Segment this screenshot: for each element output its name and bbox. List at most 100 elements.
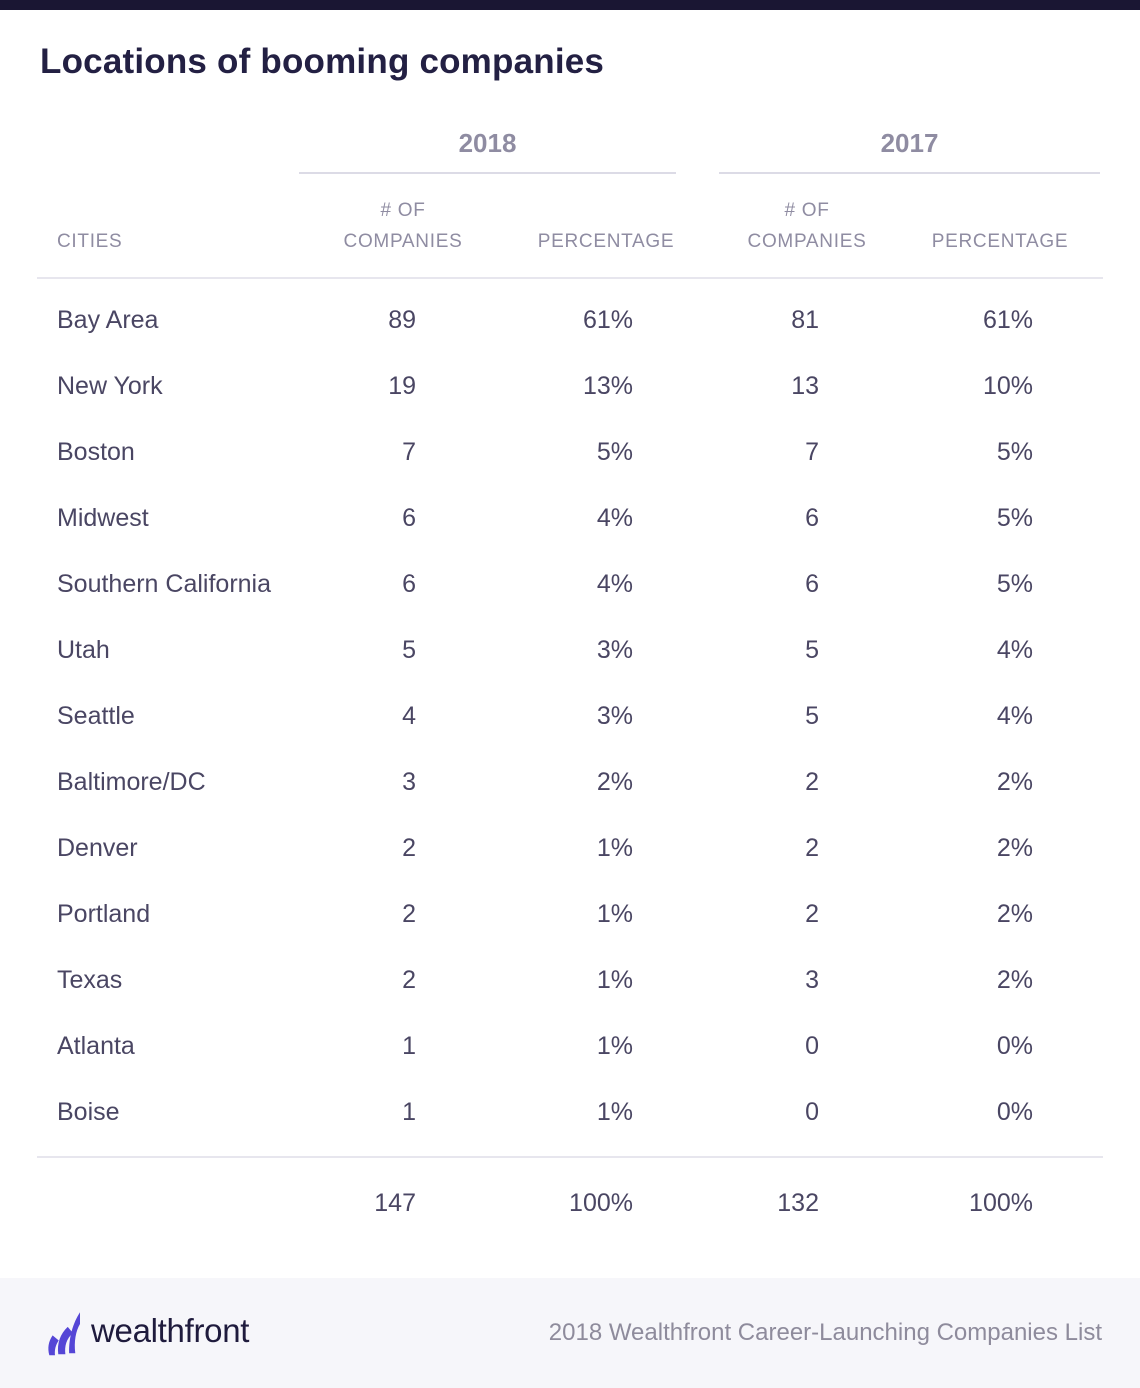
page-title: Locations of booming companies	[40, 42, 605, 81]
table-row: Boise 1 1% 0 0%	[38, 1079, 1140, 1145]
wealthfront-wordmark: wealthfront	[91, 1312, 250, 1349]
pct-2018-cell: 61%	[582, 305, 633, 334]
year-label-2018: 2018	[458, 128, 517, 158]
column-header-line2: COMPANIES	[343, 231, 463, 252]
pct-2018-cell: 13%	[582, 371, 633, 400]
count-2018-cell: 4	[402, 701, 416, 730]
pct-2018-cell: 1%	[596, 899, 633, 928]
header-separator-line	[37, 277, 1103, 279]
count-2017-cell: 6	[805, 569, 819, 598]
pct-2017-cell: 4%	[996, 635, 1033, 664]
wealthfront-logo: wealthfront	[46, 1310, 249, 1356]
count-2017-cell: 3	[805, 965, 819, 994]
column-header-2017-companies: # OF COMPANIES	[697, 195, 917, 257]
count-2018-cell: 5	[402, 635, 416, 664]
pct-2017-cell: 4%	[996, 701, 1033, 730]
total-pct-2018: 100%	[569, 1188, 633, 1217]
year-label-2017: 2017	[880, 128, 939, 158]
count-2018-cell: 1	[402, 1031, 416, 1060]
pct-2017-cell: 61%	[982, 305, 1033, 334]
column-header-2018-companies: # OF COMPANIES	[293, 195, 513, 257]
pct-2018-cell: 4%	[596, 503, 633, 532]
year-group-2017: 2017	[719, 127, 1100, 174]
total-pct-2017: 100%	[969, 1188, 1033, 1217]
pct-2017-cell: 2%	[996, 833, 1033, 862]
count-2017-cell: 2	[805, 833, 819, 862]
pct-2018-cell: 3%	[596, 701, 633, 730]
pct-2018-cell: 5%	[596, 437, 633, 466]
pct-2018-cell: 3%	[596, 635, 633, 664]
pct-2017-cell: 0%	[996, 1031, 1033, 1060]
pct-2018-cell: 4%	[596, 569, 633, 598]
pct-2017-cell: 0%	[996, 1097, 1033, 1126]
count-2018-cell: 89	[388, 305, 416, 334]
count-2018-cell: 2	[402, 833, 416, 862]
count-2017-cell: 13	[791, 371, 819, 400]
table-body: Bay Area 89 61% 81 61% New York 19 13% 1…	[0, 287, 1140, 1145]
count-2018-cell: 6	[402, 569, 416, 598]
count-2017-cell: 2	[805, 899, 819, 928]
pct-2017-cell: 2%	[996, 767, 1033, 796]
pct-2018-cell: 1%	[596, 1097, 633, 1126]
count-2017-cell: 6	[805, 503, 819, 532]
city-cell: Denver	[57, 833, 138, 862]
pct-2017-cell: 2%	[996, 899, 1033, 928]
table-row: Portland 2 1% 2 2%	[38, 881, 1140, 947]
table-row: Midwest 6 4% 6 5%	[38, 485, 1140, 551]
city-cell: Baltimore/DC	[57, 767, 206, 796]
count-2017-cell: 5	[805, 701, 819, 730]
count-2018-cell: 19	[388, 371, 416, 400]
city-cell: Boise	[57, 1097, 120, 1126]
count-2018-cell: 6	[402, 503, 416, 532]
count-2017-cell: 5	[805, 635, 819, 664]
column-header-line1: # OF	[380, 200, 426, 221]
footer: wealthfront 2018 Wealthfront Career-Laun…	[0, 1278, 1140, 1388]
count-2017-cell: 7	[805, 437, 819, 466]
table-row: Seattle 4 3% 5 4%	[38, 683, 1140, 749]
city-cell: Seattle	[57, 701, 135, 730]
column-header-line1: # OF	[784, 200, 830, 221]
table-row: Utah 5 3% 5 4%	[38, 617, 1140, 683]
count-2018-cell: 3	[402, 767, 416, 796]
totals-separator-line	[37, 1156, 1103, 1158]
total-count-2018: 147	[374, 1188, 416, 1217]
footer-caption: 2018 Wealthfront Career-Launching Compan…	[548, 1319, 1102, 1346]
pct-2018-cell: 1%	[596, 965, 633, 994]
city-cell: Texas	[57, 965, 123, 994]
table-row: Texas 2 1% 3 2%	[38, 947, 1140, 1013]
total-count-2017: 132	[777, 1188, 819, 1217]
count-2017-cell: 81	[791, 305, 819, 334]
city-cell: New York	[57, 371, 163, 400]
pct-2017-cell: 10%	[982, 371, 1033, 400]
count-2017-cell: 0	[805, 1031, 819, 1060]
city-cell: Utah	[57, 635, 110, 664]
city-cell: Atlanta	[57, 1031, 135, 1060]
count-2018-cell: 1	[402, 1097, 416, 1126]
count-2017-cell: 0	[805, 1097, 819, 1126]
totals-row: 147 100% 132 100%	[38, 1170, 1140, 1236]
table-row: Denver 2 1% 2 2%	[38, 815, 1140, 881]
city-cell: Boston	[57, 437, 135, 466]
pct-2017-cell: 5%	[996, 437, 1033, 466]
table-row: Atlanta 1 1% 0 0%	[38, 1013, 1140, 1079]
count-2017-cell: 2	[805, 767, 819, 796]
column-header-cities: CITIES	[57, 231, 123, 252]
table-row: New York 19 13% 13 10%	[38, 353, 1140, 419]
column-header-line2: COMPANIES	[747, 231, 867, 252]
year-group-2018: 2018	[299, 127, 676, 174]
count-2018-cell: 2	[402, 965, 416, 994]
table-row: Baltimore/DC 3 2% 2 2%	[38, 749, 1140, 815]
city-cell: Midwest	[57, 503, 149, 532]
column-header-2017-percentage: PERCENTAGE	[931, 231, 1069, 252]
table-row: Boston 7 5% 7 5%	[38, 419, 1140, 485]
column-header-2018-percentage: PERCENTAGE	[537, 231, 675, 252]
table-row: Bay Area 89 61% 81 61%	[38, 287, 1140, 353]
wealthfront-logo-icon	[48, 1312, 80, 1356]
table-row: Southern California 6 4% 6 5%	[38, 551, 1140, 617]
pct-2018-cell: 1%	[596, 1031, 633, 1060]
pct-2017-cell: 2%	[996, 965, 1033, 994]
count-2018-cell: 2	[402, 899, 416, 928]
pct-2018-cell: 2%	[596, 767, 633, 796]
pct-2017-cell: 5%	[996, 569, 1033, 598]
